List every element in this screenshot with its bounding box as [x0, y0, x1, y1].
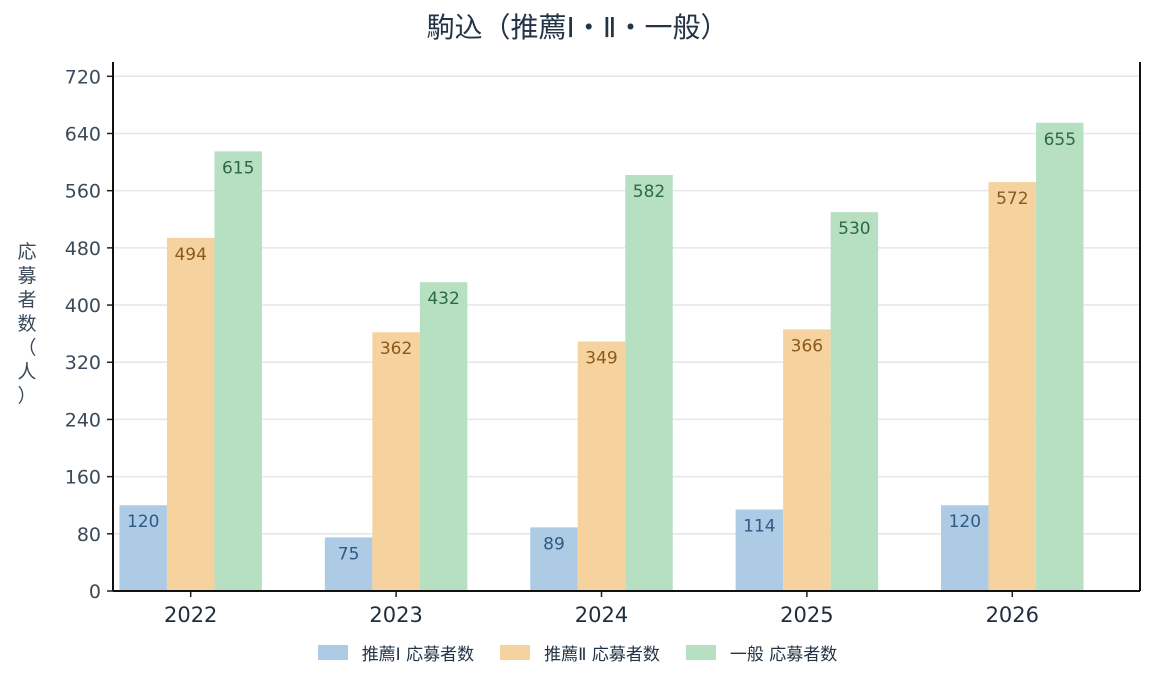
x-tick-label: 2024	[575, 603, 628, 627]
y-axis-label: 応募者数（人）	[17, 241, 37, 407]
y-tick-label: 320	[65, 352, 101, 374]
y-tick-label: 400	[65, 295, 101, 317]
bar	[988, 182, 1037, 591]
y-tick-label: 640	[65, 123, 101, 145]
legend-label: 推薦Ⅱ 応募者数	[544, 645, 660, 665]
data-label: 75	[338, 544, 360, 564]
data-label: 615	[222, 158, 254, 178]
legend-item: 推薦Ⅰ 応募者数	[317, 640, 475, 665]
y-tick-label: 240	[65, 409, 101, 431]
x-tick-label: 2023	[369, 603, 422, 627]
bar	[577, 341, 626, 591]
y-tick-label: 160	[65, 467, 101, 489]
x-tick-label: 2026	[986, 603, 1039, 627]
y-tick-label: 720	[65, 66, 101, 88]
bar	[324, 537, 373, 591]
legend-swatch	[317, 645, 348, 660]
data-label: 582	[633, 182, 665, 202]
x-tick-label: 2025	[780, 603, 833, 627]
bar	[119, 505, 167, 591]
y-tick-label: 480	[65, 238, 101, 260]
legend-swatch	[500, 645, 531, 660]
y-tick-label: 0	[89, 581, 101, 603]
bar	[783, 329, 831, 591]
data-label: 530	[838, 219, 870, 239]
legend-label: 推薦Ⅰ 応募者数	[361, 645, 475, 665]
data-label: 432	[427, 289, 459, 309]
bar	[530, 527, 578, 591]
legend: 推薦Ⅰ 応募者数 推薦Ⅱ 応募者数 一般 応募者数	[0, 640, 1155, 665]
bar	[735, 509, 784, 591]
data-label: 655	[1044, 130, 1076, 150]
legend-item: 一般 応募者数	[685, 640, 838, 665]
bar	[830, 212, 879, 591]
bar	[1036, 122, 1084, 591]
bar	[372, 332, 420, 591]
legend-swatch	[685, 645, 716, 660]
data-label: 494	[174, 245, 206, 265]
bar	[166, 237, 215, 591]
y-tick-label: 560	[65, 181, 101, 203]
y-tick-label: 80	[77, 524, 101, 546]
data-label: 572	[996, 189, 1028, 209]
legend-label: 一般 応募者数	[729, 645, 838, 665]
bar	[625, 174, 673, 591]
data-label: 120	[949, 512, 981, 532]
data-label: 120	[127, 512, 159, 532]
data-label: 362	[380, 339, 412, 359]
data-label: 349	[585, 349, 617, 369]
bar	[214, 151, 262, 592]
legend-item: 推薦Ⅱ 応募者数	[500, 640, 660, 665]
bar	[941, 505, 989, 591]
bar	[419, 282, 468, 591]
data-label: 366	[791, 336, 823, 356]
data-label: 89	[543, 534, 565, 554]
chart-title: 駒込（推薦Ⅰ・Ⅱ・一般）	[426, 11, 729, 44]
data-label: 114	[743, 517, 775, 537]
x-tick-label: 2022	[164, 603, 217, 627]
